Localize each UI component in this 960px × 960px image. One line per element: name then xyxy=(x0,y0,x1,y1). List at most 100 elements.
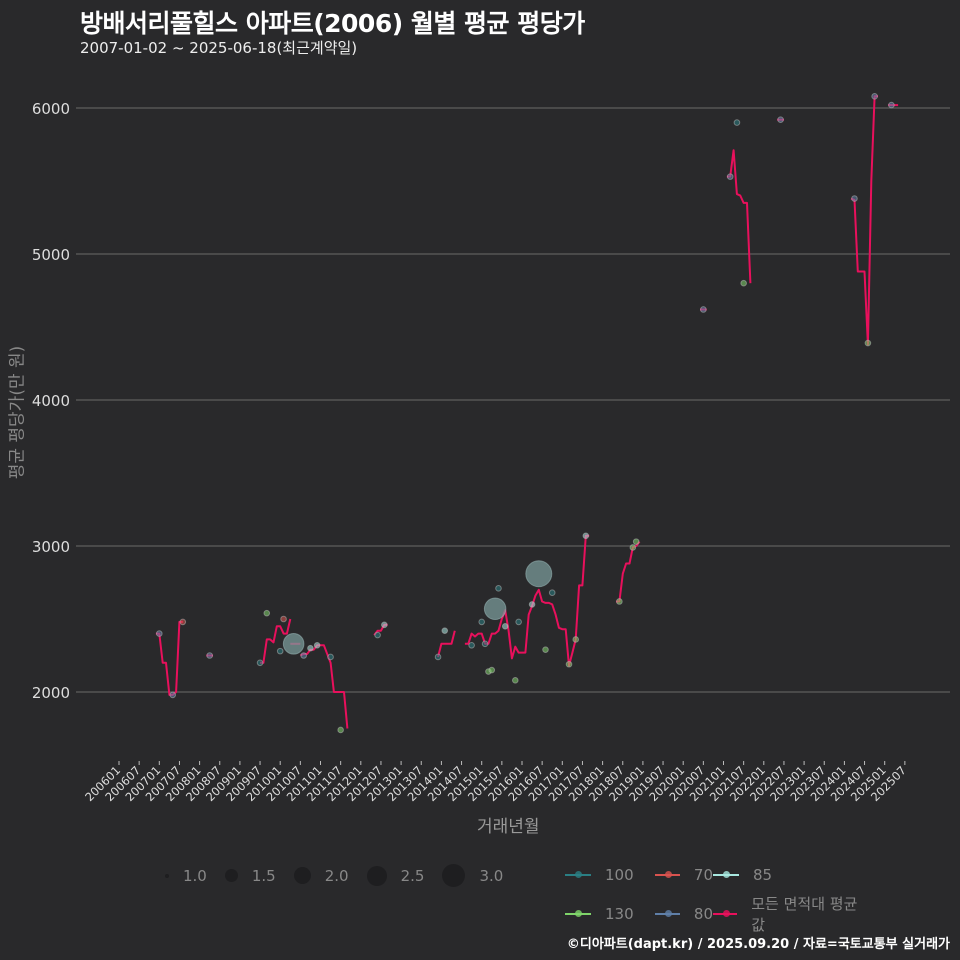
data-point xyxy=(629,544,637,551)
data-point xyxy=(478,618,486,626)
size-legend-item: 3.0 xyxy=(442,864,503,887)
data-point xyxy=(542,646,549,653)
data-point xyxy=(888,101,895,109)
data-point xyxy=(179,618,187,626)
data-point xyxy=(263,609,271,617)
data-point xyxy=(525,560,553,588)
y-axis-ticks: 2000 3000 4000 5000 6000 xyxy=(32,100,70,702)
line-swatch-icon xyxy=(565,871,591,878)
data-point xyxy=(313,641,321,649)
size-legend-label: 3.0 xyxy=(479,866,504,885)
data-point xyxy=(777,116,784,123)
data-point xyxy=(327,653,334,661)
data-point xyxy=(206,652,213,659)
data-point xyxy=(441,627,449,634)
data-point xyxy=(495,585,502,592)
line-swatch-icon xyxy=(565,910,591,917)
size-legend-item: 1.5 xyxy=(224,867,276,885)
y-tick-label: 2000 xyxy=(32,684,70,702)
average-line-segment xyxy=(726,149,752,284)
gridlines xyxy=(76,107,950,693)
size-legend: 1.0 1.5 2.0 2.5 3.0 xyxy=(165,864,521,887)
data-point xyxy=(300,652,308,659)
size-legend-item: 2.0 xyxy=(293,866,349,885)
data-point xyxy=(632,538,640,545)
x-axis-label: 거래년월 xyxy=(477,817,540,837)
data-point xyxy=(337,726,344,734)
size-legend-item: 1.0 xyxy=(165,867,207,885)
average-line-segment xyxy=(437,630,456,658)
data-point xyxy=(515,618,522,626)
line-swatch-icon xyxy=(713,871,739,878)
area-legend-label: 70 xyxy=(693,866,713,884)
scatter-points xyxy=(156,93,895,734)
size-dot-icon xyxy=(224,869,238,882)
data-point xyxy=(726,173,734,180)
data-point xyxy=(851,195,858,202)
data-point xyxy=(481,640,489,648)
data-point xyxy=(582,532,590,540)
footer-credit: ©디아파트(dapt.kr) / 2025.09.20 / 자료=국토교통부 실… xyxy=(566,937,950,952)
data-point xyxy=(511,677,519,684)
area-legend-label: 100 xyxy=(605,866,634,884)
data-point xyxy=(700,306,707,313)
average-line-segment xyxy=(155,620,183,696)
data-point xyxy=(381,621,388,629)
x-axis-ticks: 2006012006072007012007072008012008072009… xyxy=(82,761,909,804)
size-dot-icon xyxy=(366,865,387,886)
size-dot-icon xyxy=(442,864,466,887)
area-legend-label: 85 xyxy=(753,866,773,884)
area-legend-item: 70 xyxy=(655,866,713,884)
area-legend-label: 모든 면적대 평균값 xyxy=(751,895,858,934)
area-legend-item: 100 xyxy=(565,866,655,884)
data-point xyxy=(276,647,284,655)
data-point xyxy=(483,597,507,621)
line-swatch-icon xyxy=(655,871,680,878)
average-line-segment xyxy=(616,541,641,603)
area-legend-item: 130 xyxy=(565,893,655,935)
data-point xyxy=(528,601,536,608)
data-point xyxy=(572,636,580,643)
data-point xyxy=(256,659,264,667)
data-point xyxy=(616,598,623,605)
average-line-segment xyxy=(299,644,349,729)
area-legend: 100 70 85 130 80 모든 면적대 평균값 xyxy=(565,866,863,935)
line-swatch-icon xyxy=(655,910,680,917)
line-swatch-icon xyxy=(713,910,738,917)
average-line xyxy=(155,95,899,729)
area-legend-label: 80 xyxy=(693,905,713,923)
data-point xyxy=(733,119,741,126)
y-tick-label: 6000 xyxy=(32,100,70,118)
size-dot-icon xyxy=(293,867,311,884)
average-line-segment xyxy=(260,618,292,664)
size-legend-label: 1.0 xyxy=(183,866,207,885)
data-point xyxy=(307,644,314,652)
data-point xyxy=(434,653,442,661)
chart-title: 방배서리풀힐스 아파트(2006) 월별 평균 평당가 xyxy=(80,9,585,38)
y-tick-label: 4000 xyxy=(32,392,70,410)
data-point xyxy=(156,630,163,637)
chart-subtitle: 2007-01-02 ~ 2025-06-18(최근계약일) xyxy=(80,39,358,57)
data-point xyxy=(280,615,287,623)
data-point xyxy=(374,631,381,639)
y-tick-label: 5000 xyxy=(32,246,70,264)
area-legend-item: 80 xyxy=(655,893,713,935)
average-line-segment xyxy=(850,95,878,346)
size-legend-label: 2.0 xyxy=(324,866,349,885)
data-point xyxy=(548,589,556,597)
data-point xyxy=(468,641,475,649)
size-legend-item: 2.5 xyxy=(366,865,425,886)
data-point xyxy=(501,623,509,630)
area-legend-item: 85 xyxy=(713,866,863,884)
data-point xyxy=(488,666,496,674)
data-point xyxy=(169,691,177,699)
data-point xyxy=(864,339,872,347)
y-tick-label: 3000 xyxy=(32,538,70,556)
size-dot-icon xyxy=(165,873,169,878)
area-legend-label: 130 xyxy=(605,905,634,923)
size-legend-label: 2.5 xyxy=(400,866,425,885)
data-point xyxy=(565,660,573,668)
data-point xyxy=(871,93,878,100)
data-point xyxy=(282,633,305,655)
